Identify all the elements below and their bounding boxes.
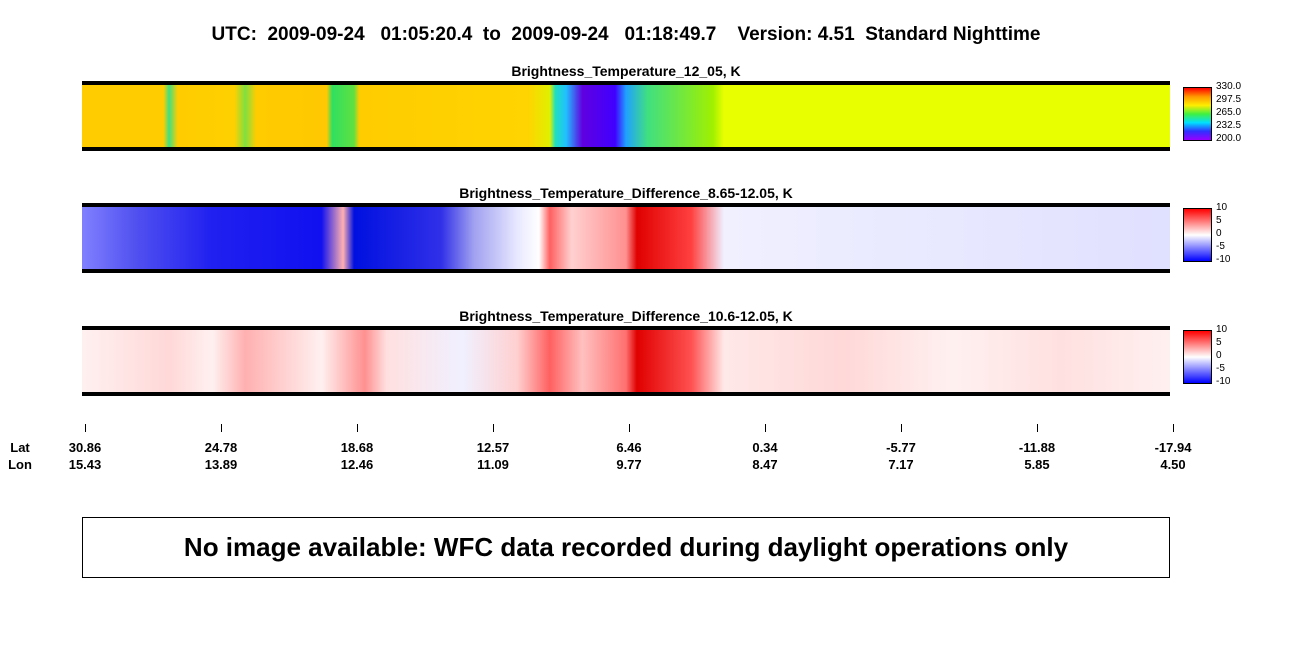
- tick-mark: [901, 424, 902, 432]
- lon-label: Lon: [8, 457, 32, 472]
- colorbar-label: -10: [1216, 254, 1231, 265]
- colorbar-label: 10: [1216, 202, 1228, 213]
- colorbar-label: 330.0: [1216, 81, 1242, 92]
- colorbar: [1183, 208, 1212, 262]
- colorbar-label: -10: [1216, 376, 1231, 387]
- colorbar-label: 10: [1216, 324, 1228, 335]
- colorbar-label: 200.0: [1216, 133, 1242, 144]
- panel-title: Brightness_Temperature_Difference_8.65-1…: [459, 185, 793, 201]
- panel-title: Brightness_Temperature_Difference_10.6-1…: [459, 308, 793, 324]
- tick-mark: [1037, 424, 1038, 432]
- colorbar: [1183, 330, 1212, 384]
- tick-mark: [765, 424, 766, 432]
- colorbar: [1183, 87, 1212, 141]
- lon-value: 4.50: [1160, 457, 1186, 472]
- tick-mark: [357, 424, 358, 432]
- lat-value: 12.57: [476, 440, 510, 455]
- colorbar-label: 0: [1216, 350, 1222, 361]
- lon-value: 15.43: [68, 457, 102, 472]
- lon-value: 9.77: [616, 457, 642, 472]
- image-strip: [82, 81, 1170, 151]
- lat-value: -17.94: [1154, 440, 1192, 455]
- lat-value: 24.78: [204, 440, 238, 455]
- lon-value: 12.46: [340, 457, 374, 472]
- lat-value: 0.34: [752, 440, 778, 455]
- colorbar-label: 297.5: [1216, 94, 1242, 105]
- colorbar-label: 5: [1216, 215, 1222, 226]
- tick-mark: [629, 424, 630, 432]
- colorbar-label: -5: [1216, 241, 1225, 252]
- lon-value: 11.09: [477, 457, 509, 472]
- image-strip: [82, 326, 1170, 396]
- lon-value: 8.47: [752, 457, 778, 472]
- lat-value: -5.77: [886, 440, 916, 455]
- colorbar-label: 0: [1216, 228, 1222, 239]
- tick-mark: [85, 424, 86, 432]
- title: UTC: 2009-09-24 01:05:20.4 to 2009-09-24…: [211, 24, 1041, 45]
- tick-mark: [221, 424, 222, 432]
- lon-value: 5.85: [1024, 457, 1050, 472]
- lat-value: 18.68: [340, 440, 374, 455]
- colorbar-label: 5: [1216, 337, 1222, 348]
- lat-value: 6.46: [616, 440, 642, 455]
- image-strip: [82, 203, 1170, 273]
- lon-value: 7.17: [888, 457, 914, 472]
- lat-value: 30.86: [68, 440, 102, 455]
- tick-mark: [1173, 424, 1174, 432]
- notice: No image available: WFC data recorded du…: [82, 517, 1170, 578]
- lat-value: -11.88: [1018, 440, 1056, 455]
- lat-label: Lat: [10, 440, 30, 455]
- colorbar-label: -5: [1216, 363, 1225, 374]
- lon-value: 13.89: [204, 457, 238, 472]
- panel-title: Brightness_Temperature_12_05, K: [511, 63, 741, 79]
- tick-mark: [493, 424, 494, 432]
- colorbar-label: 265.0: [1216, 107, 1242, 118]
- colorbar-label: 232.5: [1216, 120, 1242, 131]
